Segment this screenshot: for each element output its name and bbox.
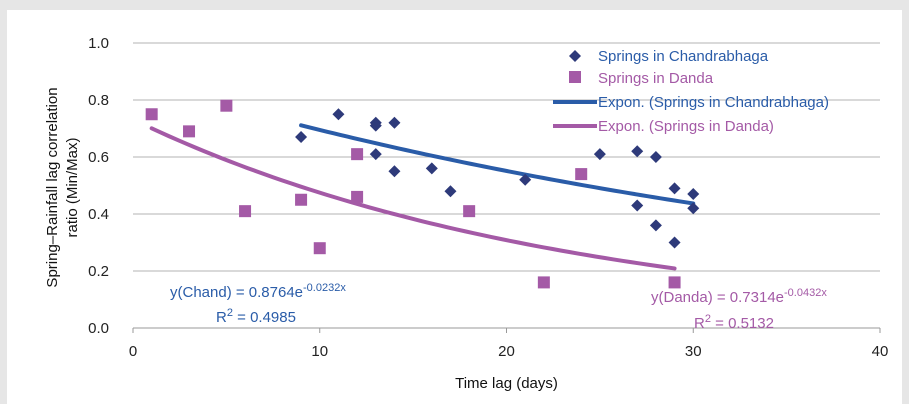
y-axis-label-line-1: Spring–Rainfall lag correlation <box>44 87 61 287</box>
equation-danda: y(Danda) = 0.7314e-0.0432x R2 = 0.5132 <box>651 287 827 332</box>
legend: Springs in Chandrabhaga Springs in Danda… <box>553 48 829 135</box>
data-point-danda <box>220 99 233 112</box>
data-point-danda <box>145 108 158 121</box>
legend-label-danda-trend: Expon. (Springs in Danda) <box>598 118 774 135</box>
y-axis-label: Spring–Rainfall lag correlation ratio (M… <box>44 87 81 287</box>
data-point-chandrabhaga <box>369 148 382 161</box>
data-point-chandrabhaga <box>332 108 345 121</box>
data-point-danda <box>351 148 364 161</box>
data-point-chandrabhaga <box>295 131 308 144</box>
data-point-danda <box>537 276 550 289</box>
legend-label-chand-trend: Expon. (Springs in Chandrabhaga) <box>598 94 829 111</box>
x-tick-label: 0 <box>129 343 137 360</box>
y-tick-label: 0.8 <box>88 92 109 109</box>
data-point-chandrabhaga <box>425 162 438 175</box>
data-point-danda <box>239 205 252 218</box>
svg-text:y(Chand) = 0.8764e-0.0232x: y(Chand) = 0.8764e-0.0232x <box>170 282 346 301</box>
data-point-danda <box>351 190 364 203</box>
y-tick-label: 0.4 <box>88 206 109 223</box>
data-point-chandrabhaga <box>649 219 662 232</box>
equation-chand-main: y(Chand) = 0.8764e <box>170 284 303 301</box>
data-point-chandrabhaga <box>631 145 644 158</box>
data-point-chandrabhaga <box>668 236 681 249</box>
data-point-danda <box>313 242 326 255</box>
data-point-danda <box>668 276 681 289</box>
y-tick-label: 1.0 <box>88 35 109 52</box>
data-point-chandrabhaga <box>687 202 700 215</box>
y-tick-label: 0.2 <box>88 263 109 280</box>
data-point-chandrabhaga <box>593 148 606 161</box>
equation-chand: y(Chand) = 0.8764e-0.0232x R2 = 0.4985 <box>170 282 346 326</box>
equation-danda-main: y(Danda) = 0.7314e <box>651 289 784 306</box>
data-point-danda <box>295 193 308 206</box>
data-point-danda <box>183 125 196 138</box>
legend-diamond-marker <box>569 50 581 62</box>
y-tick-label: 0.0 <box>88 320 109 337</box>
data-point-chandrabhaga <box>444 185 457 198</box>
data-point-danda <box>575 168 588 181</box>
legend-label-danda: Springs in Danda <box>598 70 714 87</box>
data-point-chandrabhaga <box>668 182 681 195</box>
data-point-chandrabhaga <box>388 116 401 129</box>
trendline-danda <box>149 126 677 271</box>
y-tick-label: 0.6 <box>88 149 109 166</box>
data-point-chandrabhaga <box>369 119 382 132</box>
legend-label-chandrabhaga: Springs in Chandrabhaga <box>598 48 769 65</box>
svg-text:R2 = 0.5132: R2 = 0.5132 <box>694 313 774 332</box>
data-point-chandrabhaga <box>649 151 662 163</box>
x-tick-label: 30 <box>685 343 702 360</box>
data-point-chandrabhaga <box>388 165 401 178</box>
y-axis-label-line-2: ratio (Min/Max) <box>64 137 81 237</box>
x-tick-label: 40 <box>872 343 889 360</box>
x-tick-label: 10 <box>311 343 328 360</box>
svg-text:y(Danda) = 0.7314e-0.0432x: y(Danda) = 0.7314e-0.0432x <box>651 287 827 306</box>
svg-text:R2 = 0.4985: R2 = 0.4985 <box>216 307 296 326</box>
equation-chand-r2: = 0.4985 <box>237 309 296 326</box>
data-point-chandrabhaga <box>519 173 532 186</box>
data-point-chandrabhaga <box>687 188 700 201</box>
data-point-danda <box>463 205 476 218</box>
x-axis-label: Time lag (days) <box>455 375 558 392</box>
legend-square-marker <box>569 71 581 83</box>
equation-danda-exponent: -0.0432x <box>784 287 827 299</box>
equation-danda-r2: = 0.5132 <box>715 315 774 332</box>
x-tick-label: 20 <box>498 343 515 360</box>
data-point-chandrabhaga <box>631 199 644 212</box>
equation-chand-exponent: -0.0232x <box>303 282 346 294</box>
trendline-chandrabhaga <box>299 123 696 206</box>
